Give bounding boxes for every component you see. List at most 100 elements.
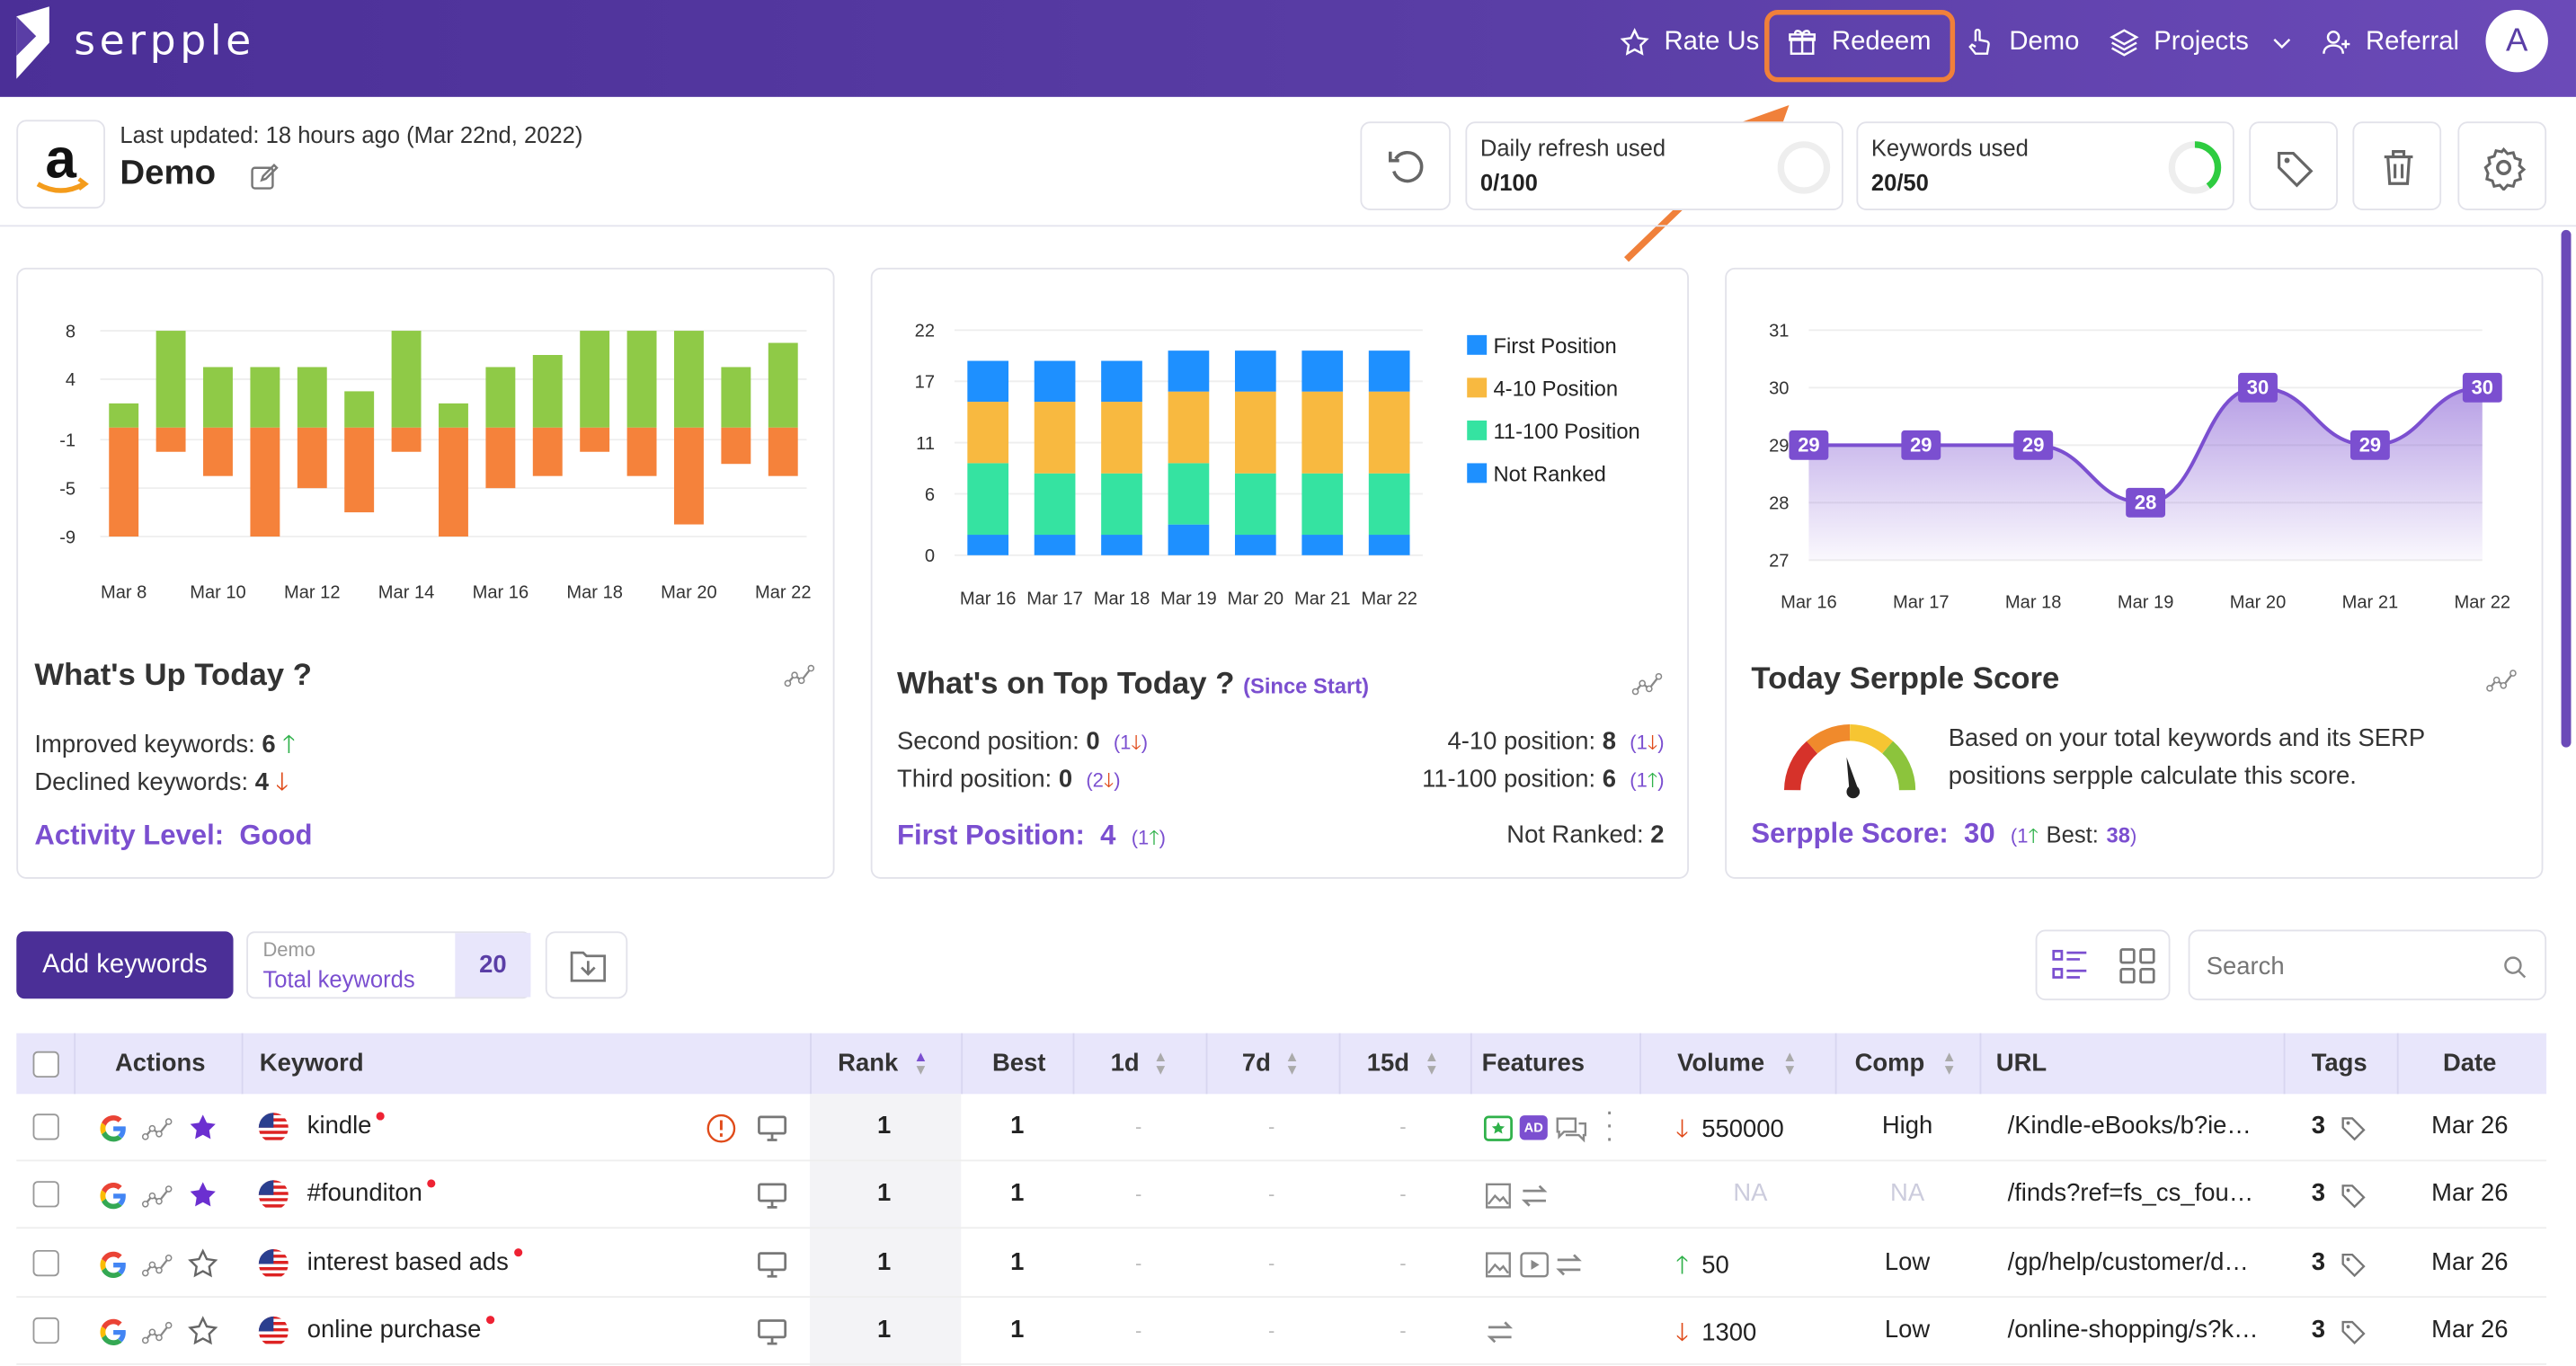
- trend-chart-icon[interactable]: [141, 1112, 174, 1145]
- scrollbar-thumb[interactable]: [2561, 229, 2572, 748]
- table-row[interactable]: interest based ads 1 1 - - - 🡑 50 Low/gp/help/cu…: [16, 1230, 2547, 1298]
- rate-us-link[interactable]: Rate Us: [1618, 24, 1759, 60]
- header-7d[interactable]: 7d: [1241, 1049, 1271, 1078]
- url-link[interactable]: /Kindle-eBooks/b?ie…: [2007, 1112, 2252, 1140]
- keyword-text[interactable]: interest based ads: [307, 1248, 522, 1276]
- header-best[interactable]: Best: [991, 1049, 1046, 1078]
- app-logo[interactable]: serpple: [74, 16, 255, 65]
- header-rank[interactable]: Rank: [838, 1049, 899, 1078]
- keyword-text[interactable]: #founditon: [307, 1179, 436, 1207]
- trend-chart-icon[interactable]: [141, 1248, 174, 1282]
- delete-button[interactable]: [2352, 121, 2442, 210]
- rank-value: 1: [877, 1112, 892, 1140]
- header-keyword[interactable]: Keyword: [259, 1049, 364, 1078]
- serpple-mark-icon[interactable]: [13, 6, 57, 79]
- more-options-icon[interactable]: · · ·: [1604, 1098, 1614, 1154]
- avatar[interactable]: A: [2485, 9, 2548, 73]
- sort-icon[interactable]: ▲ ▼: [1782, 1048, 1798, 1078]
- desktop-icon: [758, 1115, 787, 1141]
- table-row[interactable]: online purchase 1 1 - - - 🡓 1300 Low/online-shop…: [16, 1298, 2547, 1365]
- x-tick-label: Mar 22: [2455, 592, 2511, 612]
- y-tick-label: 8: [66, 322, 76, 342]
- info-icon[interactable]: [706, 1113, 736, 1143]
- tag-icon[interactable]: [2340, 1113, 2367, 1141]
- header-features: Features: [1481, 1049, 1585, 1078]
- tag-icon[interactable]: [2340, 1250, 2367, 1278]
- search-icon[interactable]: [2502, 954, 2528, 980]
- demo-link[interactable]: Demo: [1963, 24, 2079, 60]
- google-icon[interactable]: [99, 1113, 129, 1143]
- p11-100-value: 6: [1602, 765, 1617, 794]
- header-volume[interactable]: Volume: [1677, 1049, 1765, 1078]
- table-row[interactable]: #founditon 1 1 - - - NA NA/finds?ref=fs_cs_fou……: [16, 1161, 2547, 1229]
- search-input[interactable]: [2206, 947, 2486, 984]
- star-icon[interactable]: [186, 1111, 220, 1145]
- area-fill: [1808, 387, 2483, 561]
- bar: [297, 427, 327, 489]
- export-button[interactable]: [545, 931, 628, 999]
- table-header: Actions Keyword Rank ▲ ▼ Best 1d ▲ ▼ 7d ▲ ▼…: [16, 1033, 2547, 1095]
- panel-title: Today Serpple Score: [1751, 661, 2060, 696]
- google-icon[interactable]: [99, 1250, 129, 1280]
- projects-dropdown[interactable]: Projects: [2108, 24, 2295, 60]
- bar: [109, 403, 139, 428]
- date-value: Mar 26: [2431, 1112, 2509, 1140]
- star-icon[interactable]: [186, 1314, 220, 1348]
- table-row[interactable]: kindle 1 1 - - - AD · · · 🡓 550000 High/Kindle-eBook…: [16, 1094, 2547, 1162]
- edit-icon[interactable]: [248, 161, 281, 194]
- header-comp[interactable]: Comp: [1854, 1049, 1925, 1078]
- row-checkbox[interactable]: [32, 1249, 59, 1277]
- refresh-button[interactable]: [1360, 121, 1451, 210]
- trend-chart-icon[interactable]: [141, 1316, 174, 1349]
- row-checkbox[interactable]: [32, 1113, 59, 1140]
- header-15d[interactable]: 15d: [1366, 1049, 1409, 1078]
- legend-label: Not Ranked: [1493, 463, 1605, 487]
- y-tick-label: 22: [915, 322, 935, 342]
- keyword-text[interactable]: kindle: [306, 1112, 386, 1140]
- new-dot: [485, 1316, 495, 1325]
- redeem-link[interactable]: Redeem: [1786, 24, 1932, 60]
- header-1d[interactable]: 1d: [1110, 1049, 1140, 1078]
- keywords-used-card: Keywords used 20/50: [1856, 121, 2234, 210]
- sort-icon[interactable]: ▲ ▼: [1153, 1048, 1168, 1078]
- sort-icon[interactable]: ▲ ▼: [1941, 1048, 1957, 1078]
- not-ranked-label: Not Ranked:: [1506, 820, 1644, 849]
- tag-icon[interactable]: [2340, 1181, 2367, 1209]
- sort-icon[interactable]: ▲ ▼: [1284, 1048, 1300, 1078]
- daily-refresh-label: Daily refresh used: [1479, 134, 1666, 162]
- trend-chart-icon[interactable]: [784, 659, 817, 692]
- keyword-label: kindle: [306, 1112, 372, 1140]
- bar: [203, 427, 233, 476]
- tag-icon[interactable]: [2340, 1317, 2367, 1345]
- comp-value: Low: [1884, 1316, 1931, 1344]
- url-link[interactable]: /online-shopping/s?k…: [2007, 1316, 2259, 1344]
- trend-chart-icon[interactable]: [2485, 663, 2518, 696]
- add-keywords-button[interactable]: Add keywords: [16, 931, 234, 999]
- rank-value: 1: [877, 1179, 892, 1208]
- row-checkbox[interactable]: [32, 1317, 59, 1344]
- list-view-icon[interactable]: [2052, 948, 2088, 984]
- sort-icon[interactable]: ▲ ▼: [1424, 1048, 1440, 1078]
- url-link[interactable]: /finds?ref=fs_cs_fou…: [2007, 1179, 2254, 1208]
- star-icon[interactable]: [186, 1246, 220, 1281]
- settings-button[interactable]: [2457, 121, 2547, 210]
- x-tick-label: Mar 18: [1094, 590, 1150, 609]
- row-checkbox[interactable]: [32, 1181, 59, 1208]
- url-link[interactable]: /gp/help/customer/d…: [2007, 1248, 2249, 1277]
- star-icon[interactable]: [186, 1178, 220, 1212]
- trend-chart-icon[interactable]: [141, 1179, 174, 1212]
- google-icon[interactable]: [99, 1181, 129, 1211]
- sort-icon[interactable]: ▲ ▼: [913, 1048, 928, 1078]
- arrow-up-icon: 🡑: [1675, 1251, 1689, 1280]
- keyword-text[interactable]: online purchase: [307, 1316, 495, 1344]
- volume-value: 550000: [1701, 1115, 1784, 1144]
- google-icon[interactable]: [99, 1317, 129, 1347]
- referral-link[interactable]: Referral: [2320, 24, 2459, 60]
- tags-button[interactable]: [2249, 121, 2338, 210]
- x-tick-label: Mar 16: [960, 590, 1017, 609]
- keywords-used-value: 20/50: [1870, 169, 1929, 196]
- select-all-checkbox[interactable]: [32, 1051, 59, 1078]
- grid-view-icon[interactable]: [2119, 948, 2155, 984]
- trend-chart-icon[interactable]: [1631, 667, 1665, 700]
- header-date[interactable]: Date: [2442, 1049, 2497, 1078]
